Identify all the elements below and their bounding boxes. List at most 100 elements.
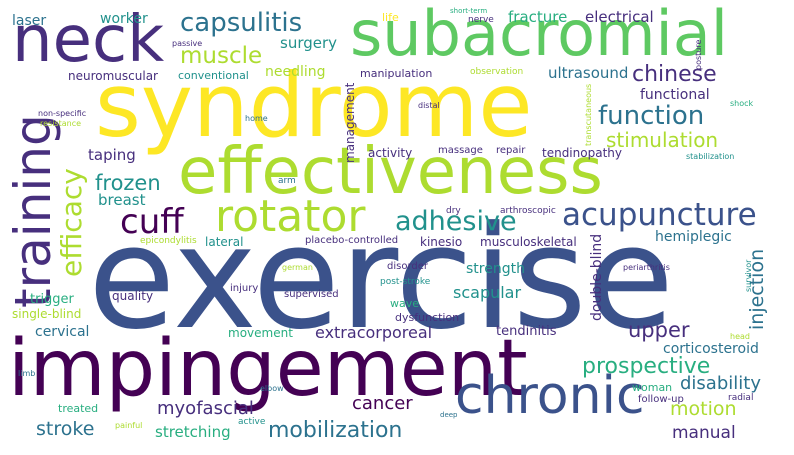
word-dysfunction: dysfunction: [395, 311, 460, 324]
word-impingement: impingement: [8, 324, 528, 414]
word-corticosteroid: corticosteroid: [663, 341, 759, 357]
word-neck: neck: [12, 3, 165, 77]
word-management: management: [343, 82, 357, 163]
word-active: active: [238, 417, 266, 427]
word-training: training: [4, 114, 62, 308]
word-ultrasound: ultrasound: [548, 64, 629, 82]
word-short-term: short-term: [450, 7, 488, 15]
word-manipulation: manipulation: [360, 67, 433, 80]
word-shock: shock: [730, 99, 754, 108]
word-chinese: chinese: [632, 62, 717, 87]
word-manual: manual: [672, 423, 736, 443]
word-electrical: electrical: [585, 8, 654, 26]
word-efficacy: efficacy: [55, 168, 88, 277]
word-quality: quality: [112, 289, 154, 303]
word-muscle: muscle: [180, 43, 263, 69]
word-syndrome: syndrome: [95, 54, 533, 157]
word-motion: motion: [670, 398, 737, 420]
word-scapular: scapular: [453, 283, 522, 302]
word-musculoskeletal: musculoskeletal: [480, 235, 577, 249]
word-resistance: resistance: [40, 119, 82, 128]
word-limb: limb: [18, 369, 36, 378]
word-lateral: lateral: [205, 235, 244, 249]
word-extracorporeal: extracorporeal: [315, 323, 433, 342]
word-function: function: [598, 101, 705, 131]
word-subacromial: subacromial: [350, 0, 728, 70]
word-elbow: elbow: [260, 384, 284, 393]
word-epicondylitis: epicondylitis: [140, 236, 197, 246]
word-head: head: [730, 332, 750, 341]
word-passive: passive: [172, 39, 203, 48]
word-deep: deep: [440, 411, 458, 419]
word-stroke: stroke: [36, 418, 95, 440]
word-hemiplegic: hemiplegic: [655, 229, 732, 245]
word-wave: wave: [390, 297, 420, 310]
word-posture: posture: [694, 39, 703, 70]
word-transcutaneous: transcutaneous: [584, 83, 593, 146]
word-single-blind: single-blind: [12, 307, 82, 321]
word-breast: breast: [98, 191, 146, 209]
word-dry: dry: [446, 206, 461, 216]
word-acupuncture: acupuncture: [562, 197, 757, 233]
word-movement: movement: [228, 326, 293, 340]
word-massage: massage: [438, 145, 483, 156]
word-effectiveness: effectiveness: [178, 135, 603, 209]
word-tendinopathy: tendinopathy: [542, 146, 622, 160]
word-disability: disability: [680, 373, 761, 394]
word-radial: radial: [728, 393, 754, 403]
word-life: life: [382, 11, 399, 24]
word-kinesio: kinesio: [420, 235, 463, 249]
word-surgery: surgery: [280, 34, 338, 52]
word-stimulation: stimulation: [606, 128, 719, 152]
word-worker: worker: [100, 11, 148, 27]
word-fracture: fracture: [508, 8, 568, 26]
word-frozen: frozen: [95, 171, 161, 195]
word-neuromuscular: neuromuscular: [68, 69, 158, 83]
word-adhesive: adhesive: [395, 206, 517, 237]
word-prospective: prospective: [582, 354, 711, 379]
word-capsulitis: capsulitis: [180, 8, 303, 38]
word-supervised: supervised: [284, 289, 339, 300]
word-exercise: exercise: [88, 196, 675, 361]
word-tendinitis: tendinitis: [496, 324, 557, 339]
word-myofascial: myofascial: [157, 398, 254, 419]
word-distal: distal: [418, 101, 440, 110]
word-stabilization: stabilization: [686, 152, 735, 161]
word-arm: arm: [278, 176, 296, 186]
word-trigger: trigger: [30, 292, 74, 307]
word-follow-up: follow-up: [638, 394, 684, 405]
word-woman: woman: [632, 381, 673, 394]
word-observation: observation: [470, 67, 524, 77]
word-post-stroke: post-stroke: [380, 277, 431, 287]
word-placebo-controlled: placebo-controlled: [305, 235, 399, 246]
word-mobilization: mobilization: [268, 418, 403, 443]
word-double-blind: double-blind: [589, 233, 605, 321]
word-cervical: cervical: [35, 324, 90, 340]
word-cuff: cuff: [120, 202, 184, 242]
word-stretching: stretching: [155, 423, 231, 441]
word-disorder: disorder: [387, 261, 429, 272]
word-nerve: nerve: [468, 15, 494, 25]
word-german: german: [282, 263, 313, 272]
word-needling: needling: [265, 64, 326, 80]
word-strength: strength: [466, 261, 525, 277]
word-taping: taping: [88, 146, 136, 164]
word-painful: painful: [115, 421, 143, 430]
word-treated: treated: [58, 402, 99, 415]
word-functional: functional: [640, 87, 710, 103]
word-periarthritis: periarthritis: [623, 263, 670, 272]
word-rotator: rotator: [215, 191, 366, 242]
word-arthroscopic: arthroscopic: [500, 206, 556, 216]
word-chronic: chronic: [455, 366, 645, 426]
word-home: home: [245, 114, 268, 123]
word-repair: repair: [496, 145, 526, 156]
word-laser: laser: [12, 13, 47, 29]
word-activity: activity: [368, 146, 413, 160]
word-injury: injury: [230, 283, 259, 294]
word-survivor: survivor: [744, 259, 753, 292]
word-upper: upper: [628, 318, 690, 342]
word-non-specific: non-specific: [38, 109, 87, 118]
word-conventional: conventional: [178, 69, 249, 82]
word-cancer: cancer: [352, 393, 413, 414]
